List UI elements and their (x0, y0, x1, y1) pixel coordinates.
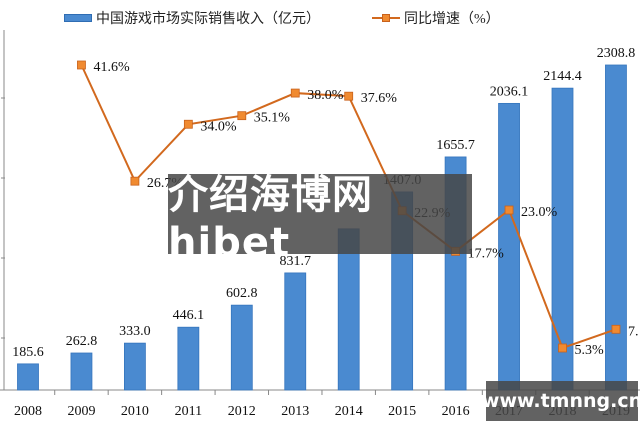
revenue-bar-label: 185.6 (12, 345, 44, 360)
overlay-banner: 介绍海博网hibet (168, 172, 472, 266)
revenue-bar-label: 1655.7 (436, 138, 475, 153)
overlay-banner-text: 介绍海博网hibet (168, 172, 373, 266)
watermark-text: www.tmnng.cn (481, 390, 640, 412)
x-axis-tick-label: 2009 (67, 404, 95, 419)
chart-legend: 中国游戏市场实际销售收入（亿元） 同比增速（%） (0, 8, 640, 30)
growth-point-label: 41.6% (93, 60, 130, 75)
bar-swatch-icon (64, 14, 92, 22)
x-axis-tick-label: 2016 (442, 404, 470, 419)
growth-point-label: 23.0% (521, 205, 558, 220)
revenue-bar-label: 2036.1 (490, 84, 529, 99)
legend-item-growth: 同比增速（%） (372, 8, 500, 28)
x-axis-tick-label: 2011 (175, 404, 202, 419)
growth-point-marker-icon (611, 324, 621, 334)
x-axis-tick-label: 2015 (388, 404, 416, 419)
growth-point-label: 7. (628, 324, 639, 339)
growth-point-label: 35.1% (254, 111, 290, 126)
revenue-bar (605, 64, 627, 391)
line-marker-swatch-icon (372, 13, 400, 23)
growth-point-marker-icon (558, 343, 567, 353)
growth-point-marker-icon (237, 111, 247, 121)
growth-point-marker-icon (183, 119, 193, 129)
revenue-bar (17, 363, 39, 391)
legend-label-revenue: 中国游戏市场实际销售收入（亿元） (96, 12, 320, 27)
revenue-bar-label: 602.8 (226, 286, 258, 301)
revenue-bar-label: 831.7 (280, 254, 312, 269)
revenue-bar (284, 272, 307, 391)
growth-point-label: 17.7% (468, 246, 505, 261)
revenue-bar-label: 2144.4 (543, 69, 582, 84)
x-axis-tick-label: 2014 (335, 404, 363, 419)
x-axis-tick-label: 2008 (14, 404, 42, 419)
x-axis-tick-label: 2012 (228, 404, 256, 419)
x-axis-tick-label: 2010 (121, 404, 149, 419)
revenue-bar-label: 333.0 (119, 324, 151, 339)
growth-point-label: 38.0% (307, 88, 344, 103)
revenue-bar-label: 262.8 (66, 334, 98, 349)
growth-point-marker-icon (77, 60, 86, 70)
revenue-bar-label: 446.1 (173, 308, 205, 323)
growth-line (77, 60, 621, 353)
growth-point-label: 37.6% (361, 91, 398, 106)
revenue-bar (230, 304, 253, 391)
legend-label-growth: 同比增速（%） (404, 12, 500, 27)
growth-point-label: 34.0% (200, 119, 237, 134)
legend-item-revenue: 中国游戏市场实际销售收入（亿元） (64, 8, 320, 28)
revenue-bar (70, 352, 93, 391)
growth-point-marker-icon (130, 176, 140, 186)
growth-point-marker-icon (290, 88, 300, 98)
x-axis-tick-label: 2013 (281, 404, 309, 419)
revenue-bar (124, 342, 146, 391)
revenue-bar-label: 2308.8 (597, 46, 636, 61)
revenue-bar (177, 326, 200, 391)
growth-point-marker-icon (344, 91, 354, 101)
growth-point-marker-icon (504, 205, 514, 215)
watermark: www.tmnng.cn (482, 381, 640, 421)
growth-point-label: 5.3% (575, 343, 605, 358)
